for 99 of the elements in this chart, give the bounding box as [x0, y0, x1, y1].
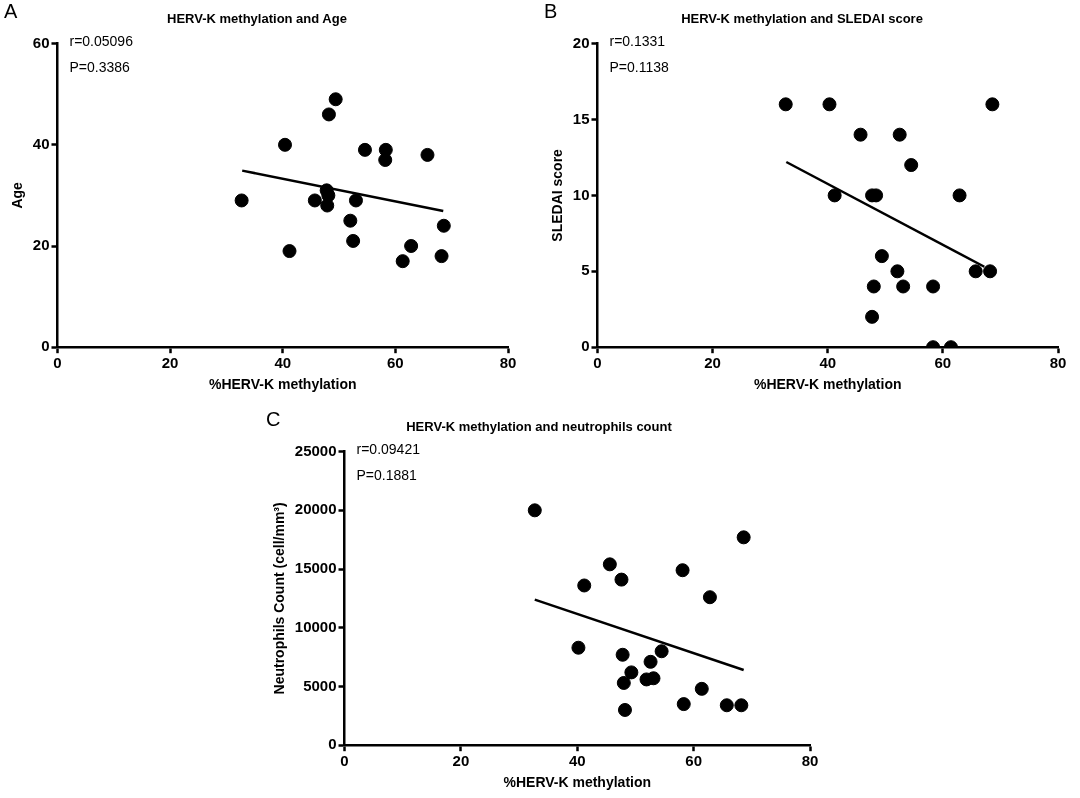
- x-tick-label: 0: [340, 752, 349, 770]
- point: [983, 264, 998, 279]
- y-tick-label: 20000: [294, 500, 337, 518]
- x-axis-title: %HERV-K methylation: [503, 774, 652, 791]
- point: [827, 188, 842, 203]
- point: [320, 198, 335, 213]
- point: [952, 188, 967, 203]
- point: [527, 503, 542, 518]
- point: [378, 152, 393, 167]
- y-tick-label: 0: [328, 735, 337, 753]
- point: [822, 97, 837, 112]
- point: [896, 279, 911, 294]
- point: [890, 264, 905, 279]
- x-axis-title: %HERV-K methylation: [753, 376, 902, 393]
- point: [395, 254, 410, 269]
- y-tick-label: 25000: [294, 441, 337, 459]
- annotation: r=0.05096: [69, 33, 134, 50]
- x-axis-title: %HERV-K methylation: [208, 376, 357, 393]
- text: C: [266, 407, 281, 430]
- chart-title: HERV-K methylation and Age: [167, 11, 347, 27]
- point: [624, 665, 639, 680]
- point: [616, 675, 631, 690]
- point: [404, 239, 419, 253]
- y-tick-label: 15: [572, 109, 590, 127]
- point: [892, 127, 907, 142]
- y-tick-label: 15000: [294, 559, 337, 577]
- point: [676, 697, 691, 712]
- y-tick-label: 60: [32, 33, 50, 51]
- point: [328, 92, 343, 107]
- annotation: r=0.09421: [356, 441, 421, 458]
- x-tick-label: 40: [274, 354, 292, 372]
- point: [643, 654, 658, 669]
- x-tick-label: 60: [685, 752, 702, 770]
- point: [646, 671, 661, 686]
- point: [343, 213, 358, 228]
- x-tick-label: 20: [452, 752, 470, 770]
- y-tick-label: 0: [41, 337, 50, 355]
- point: [577, 578, 592, 593]
- chart-title: HERV-K methylation and neutrophils count: [406, 419, 673, 435]
- x-tick-label: 80: [1049, 354, 1067, 372]
- point: [278, 137, 292, 152]
- y-tick-label: 20: [32, 236, 50, 254]
- text: A: [4, 0, 18, 22]
- point: [734, 698, 749, 713]
- point: [357, 142, 372, 157]
- annotation: r=0.1331: [609, 33, 666, 50]
- chart-title: HERV-K methylation and SLEDAI score: [681, 11, 923, 27]
- y-tick-label: 5000: [303, 676, 337, 694]
- point: [778, 97, 793, 112]
- y-tick-label: 10: [572, 185, 590, 203]
- y-tick-label: 0: [581, 337, 590, 355]
- x-tick-label: 80: [801, 752, 819, 770]
- point: [904, 158, 919, 173]
- y-axis-title: SLEDAI score: [549, 148, 566, 242]
- annotation: P=0.1138: [609, 59, 669, 76]
- point: [617, 702, 632, 717]
- point: [234, 193, 249, 208]
- point: [434, 249, 449, 264]
- x-tick-label: 40: [819, 354, 837, 372]
- y-tick-label: 20: [572, 33, 590, 51]
- point: [926, 279, 941, 294]
- point: [282, 244, 297, 259]
- point: [675, 563, 690, 578]
- y-axis-title: Age: [9, 181, 26, 209]
- y-tick-label: 10000: [294, 617, 337, 635]
- annotation: P=0.3386: [69, 59, 131, 76]
- point: [736, 530, 751, 545]
- point: [865, 309, 880, 324]
- x-tick-label: 60: [387, 354, 404, 372]
- point: [694, 681, 709, 696]
- point: [614, 572, 629, 587]
- point: [853, 127, 868, 142]
- annotation: P=0.1881: [356, 467, 418, 484]
- point: [985, 97, 1000, 112]
- x-tick-label: 60: [934, 354, 952, 372]
- point: [866, 279, 881, 294]
- x-tick-label: 20: [704, 354, 721, 372]
- point: [420, 147, 435, 162]
- y-axis-title: Neutrophils Count (cell/mm³): [271, 502, 288, 695]
- x-tick-label: 0: [593, 354, 602, 372]
- point: [602, 557, 617, 572]
- point: [719, 698, 734, 713]
- point: [968, 264, 983, 279]
- x-tick-label: 20: [161, 354, 179, 372]
- x-tick-label: 80: [499, 354, 517, 372]
- text: B: [544, 0, 558, 22]
- x-tick-label: 0: [53, 354, 62, 372]
- point: [702, 590, 717, 605]
- point: [615, 647, 630, 662]
- point: [321, 107, 336, 122]
- point: [874, 249, 889, 264]
- point: [307, 193, 322, 208]
- point: [346, 233, 361, 248]
- point: [571, 640, 586, 655]
- y-tick-label: 5: [581, 261, 590, 279]
- point: [436, 218, 451, 233]
- point: [348, 193, 363, 208]
- y-tick-label: 40: [32, 134, 50, 152]
- point: [654, 644, 669, 659]
